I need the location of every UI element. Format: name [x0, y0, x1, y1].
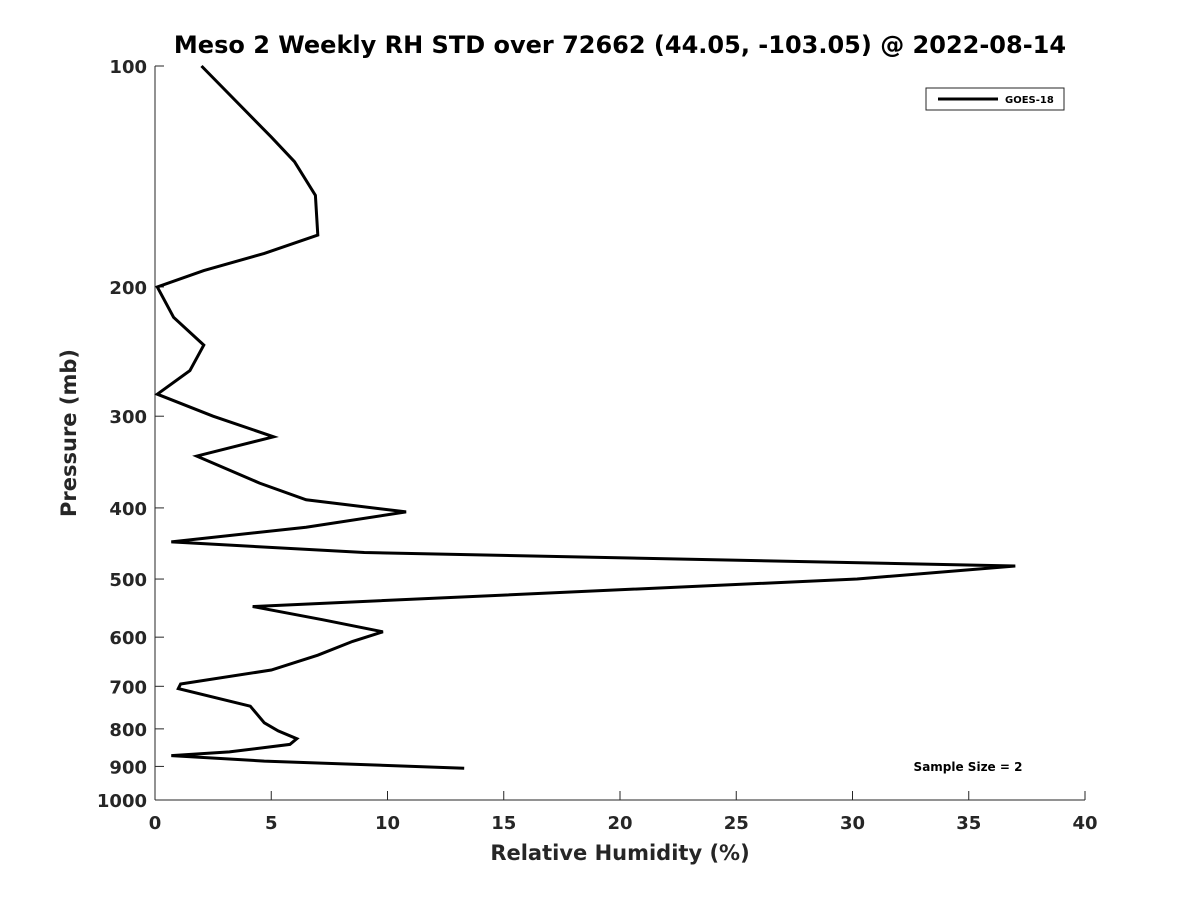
legend: GOES-18 — [925, 87, 1065, 111]
y-tick-label: 700 — [109, 677, 147, 698]
chart-title: Meso 2 Weekly RH STD over 72662 (44.05, … — [174, 31, 1066, 59]
x-axis-label: Relative Humidity (%) — [490, 841, 749, 865]
y-tick-label: 300 — [109, 407, 147, 428]
x-tick-label: 25 — [724, 813, 749, 834]
x-ticks: 0 5 10 15 20 25 30 35 40 — [149, 791, 1098, 834]
series-group — [154, 64, 1016, 770]
x-tick-label: 5 — [265, 813, 278, 834]
y-tick-label: 600 — [109, 628, 147, 649]
sample-size-annotation: Sample Size = 2 — [914, 760, 1023, 774]
x-tick-label: 35 — [956, 813, 981, 834]
y-tick-label: 500 — [109, 570, 147, 591]
x-tick-label: 0 — [149, 813, 162, 834]
x-tick-label: 10 — [375, 813, 400, 834]
y-tick-label: 800 — [109, 720, 147, 741]
y-tick-label: 1000 — [97, 791, 147, 812]
legend-label-goes-18: GOES-18 — [1005, 95, 1054, 106]
x-tick-label: 40 — [1072, 813, 1097, 834]
y-tick-label: 100 — [109, 57, 147, 78]
y-tick-label: 900 — [109, 757, 147, 778]
y-axis-label: Pressure (mb) — [57, 349, 81, 517]
y-ticks: 100 200 300 400 500 600 700 800 900 1000 — [97, 57, 164, 812]
x-tick-label: 30 — [840, 813, 865, 834]
x-tick-label: 20 — [607, 813, 632, 834]
x-tick-label: 15 — [491, 813, 516, 834]
y-tick-label: 400 — [109, 499, 147, 520]
series-line-0 — [154, 64, 1016, 770]
y-tick-label: 200 — [109, 278, 147, 299]
